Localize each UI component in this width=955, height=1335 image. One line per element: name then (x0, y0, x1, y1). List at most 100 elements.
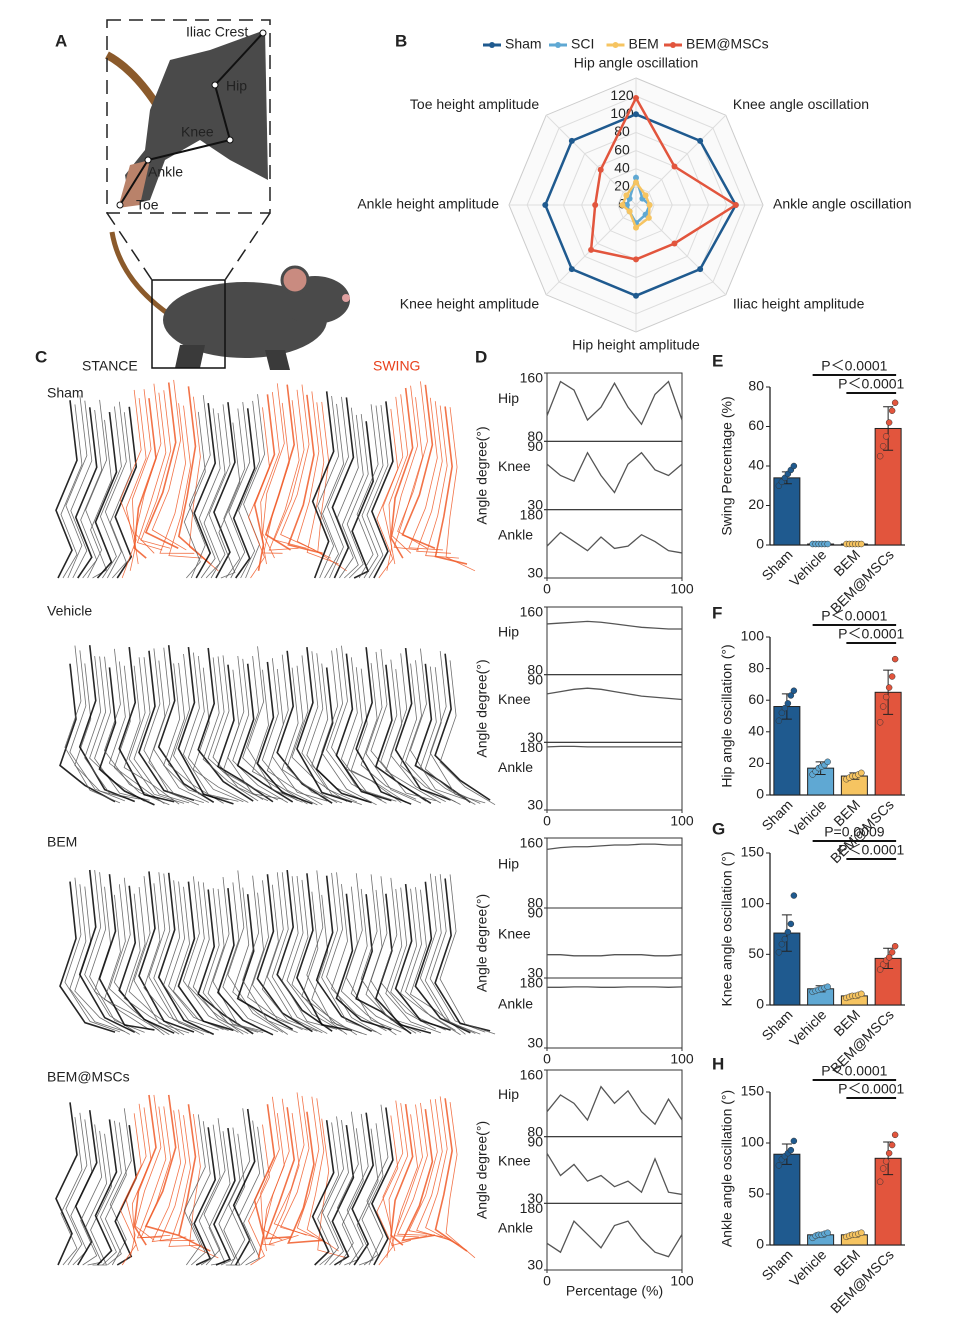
stick (188, 396, 219, 572)
data-point (882, 433, 890, 440)
x-tick-label: 0 (543, 1051, 551, 1067)
stick (311, 391, 335, 579)
y-axis-label: Ankle angle oscillation (°) (719, 1090, 735, 1247)
stick (187, 655, 244, 803)
stick (99, 406, 122, 579)
error-bar (883, 669, 894, 715)
stick (374, 893, 432, 1034)
data-point (891, 655, 899, 663)
y-tick-label: 180 (520, 739, 544, 755)
stick (222, 669, 279, 801)
stick (114, 406, 138, 579)
y-tick-label: 160 (520, 604, 544, 620)
stick (408, 397, 443, 551)
stick (131, 389, 152, 565)
stick (232, 658, 288, 803)
data-point (824, 758, 831, 766)
radar-point (645, 214, 652, 221)
stick (182, 876, 239, 1033)
stick (65, 1112, 88, 1266)
stick (322, 403, 344, 579)
stick (133, 657, 190, 804)
stick (366, 404, 389, 579)
data-point (778, 940, 786, 948)
y-tick-label: 0 (756, 536, 764, 552)
x-tick-label: Vehicle (786, 1246, 829, 1289)
significance-label: P=0.0009 (824, 824, 885, 840)
data-point (885, 954, 893, 961)
track-label: Knee (498, 1153, 531, 1169)
stick (84, 870, 140, 1035)
data-point (781, 704, 789, 712)
track-label: Hip (498, 390, 519, 406)
stick (69, 884, 125, 1032)
stick (223, 1133, 246, 1266)
y-tick-label: 100 (741, 628, 765, 644)
y-tick-label: 40 (748, 723, 764, 739)
stick (125, 1103, 147, 1258)
track-label: Hip (498, 856, 519, 872)
y-tick-label: 0 (756, 786, 764, 802)
data-point (876, 719, 884, 726)
stick (256, 874, 313, 1033)
stick (84, 655, 140, 800)
radar-point (542, 202, 549, 208)
stick (351, 1112, 374, 1266)
data-point (882, 693, 890, 701)
axis-label: Hip angle oscillation (574, 55, 699, 71)
stick (157, 872, 215, 1036)
stick (385, 888, 441, 1034)
stick (388, 1103, 409, 1252)
x-tick-label: 100 (670, 1273, 694, 1289)
data-point (784, 928, 792, 936)
y-tick-label: 180 (520, 506, 544, 522)
radar-point (633, 111, 639, 118)
stick (266, 668, 323, 806)
y-tick-label: 80 (527, 428, 543, 444)
stick (89, 656, 145, 802)
x-tick-label: 100 (670, 1051, 694, 1067)
zoom-line (224, 212, 271, 281)
stick (203, 1118, 226, 1266)
y-axis-label: Swing Percentage (%) (719, 396, 735, 535)
stick (98, 667, 155, 806)
stick (65, 395, 88, 579)
stick (131, 1107, 152, 1252)
stick (140, 390, 172, 549)
stick (350, 888, 407, 1031)
stick (99, 1120, 122, 1266)
x-axis-label: Percentage (%) (566, 1283, 663, 1299)
data-point (885, 684, 893, 691)
y-tick-label: 30 (527, 729, 543, 745)
stick (331, 397, 355, 579)
stick (168, 1115, 203, 1247)
stick (163, 663, 219, 800)
stick (311, 894, 367, 1036)
y-tick-label: 30 (527, 1190, 543, 1206)
stick (268, 400, 300, 551)
joint-label: Knee (181, 124, 214, 140)
stick (281, 667, 338, 803)
curve (546, 451, 683, 494)
radar-point (633, 256, 639, 263)
stick (296, 873, 353, 1032)
stick (227, 655, 283, 800)
y-tick-label: 30 (527, 565, 543, 581)
stick (238, 1120, 261, 1266)
stick (355, 647, 412, 805)
stick (425, 1096, 460, 1246)
data-point (784, 700, 792, 707)
stick (317, 1122, 340, 1266)
panel-letter: D (475, 347, 487, 366)
joint-label: Ankle (148, 164, 183, 180)
radar-point (633, 179, 639, 186)
legend-swatch (670, 42, 676, 48)
x-tick-label: Vehicle (786, 546, 829, 589)
panel-letter: H (712, 1054, 724, 1073)
stick (276, 650, 333, 804)
axis-label: Knee angle oscillation (733, 96, 869, 112)
y-tick-label: 100 (741, 894, 765, 910)
legend-label: SCI (571, 36, 594, 52)
stick (397, 1102, 428, 1236)
axis-label: Iliac height amplitude (733, 295, 865, 311)
